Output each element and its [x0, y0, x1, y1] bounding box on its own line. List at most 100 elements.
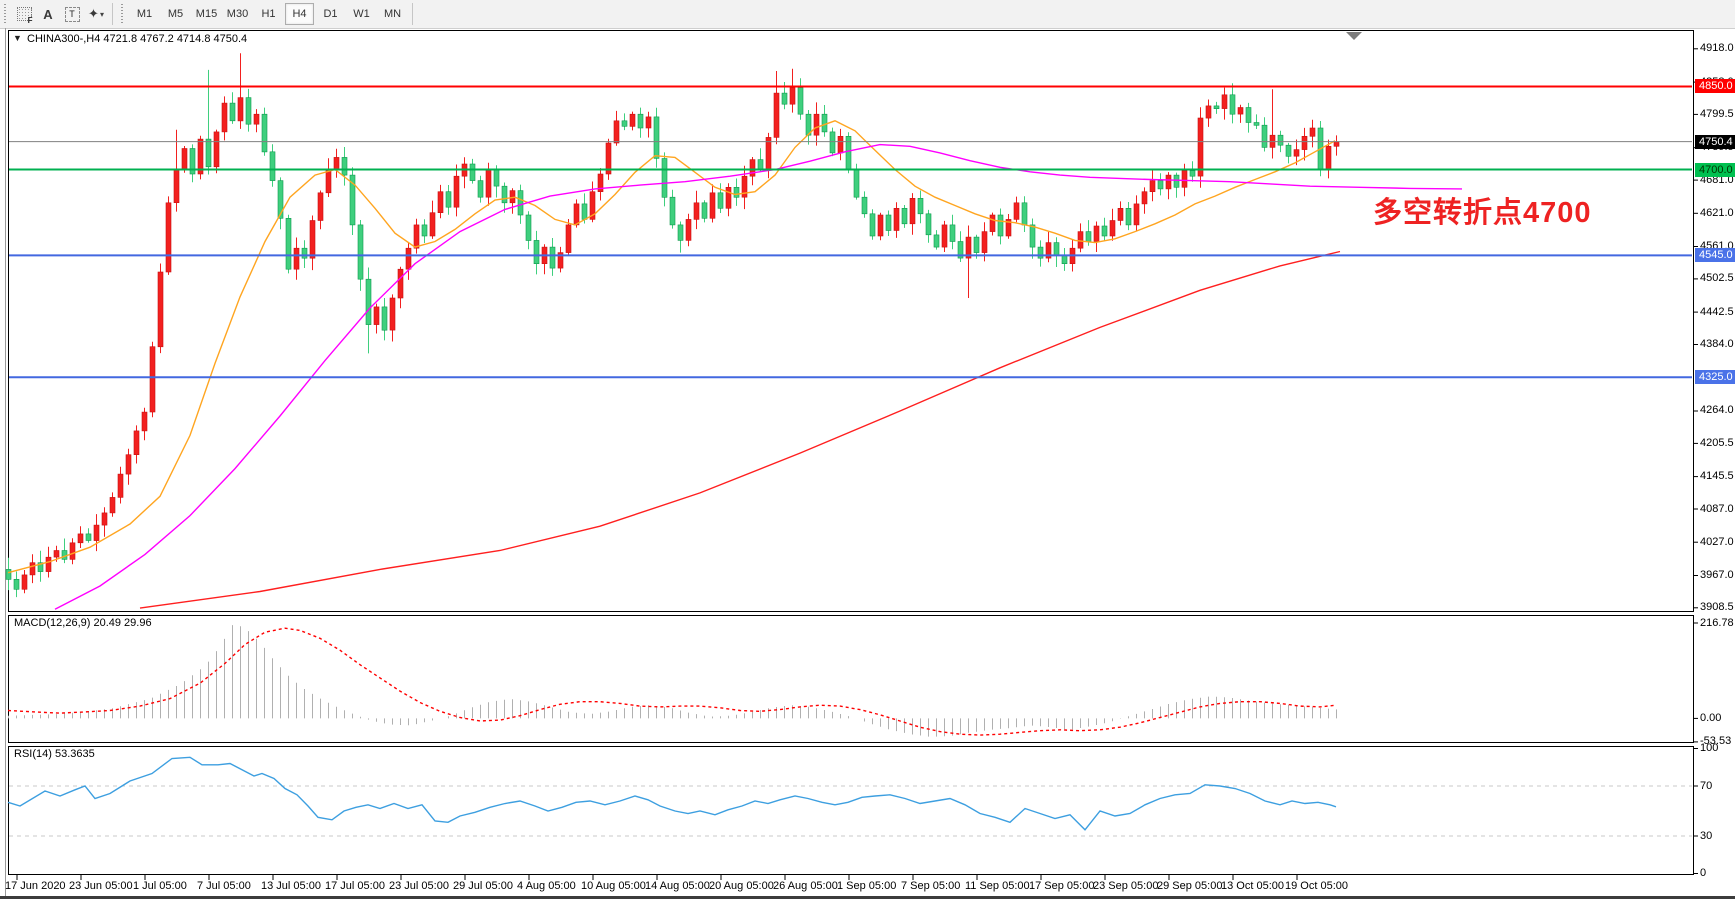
date-axis-label: 17 Jun 2020	[5, 880, 66, 892]
candle-body	[285, 218, 292, 270]
price-badge-4850-0: 4850.0	[1695, 79, 1735, 94]
annotation-note[interactable]: 多空转折点4700	[1373, 197, 1592, 229]
candle-body	[45, 556, 52, 572]
timeframe-button-m5[interactable]: M5	[167, 8, 184, 20]
date-axis-label: 23 Jun 05:00	[69, 880, 133, 892]
candle-body	[885, 214, 892, 231]
cursor-icon[interactable]: A	[43, 6, 53, 22]
candle-body	[1253, 122, 1260, 126]
candle-body	[253, 113, 260, 125]
candle-body	[277, 180, 284, 219]
candle-body	[381, 306, 388, 331]
candle-body	[813, 113, 820, 136]
candle-body	[373, 306, 380, 325]
candle-body	[1221, 94, 1228, 109]
candle-body	[109, 497, 116, 514]
candle-body	[1285, 144, 1292, 157]
candle-body	[77, 533, 84, 544]
candle-body	[557, 252, 564, 269]
candle-body	[581, 203, 588, 220]
candle-body	[213, 131, 220, 168]
candle-body	[317, 192, 324, 221]
timeframe-button-h1[interactable]: H1	[261, 8, 276, 20]
timeframe-button-h4[interactable]: H4	[285, 3, 314, 25]
date-axis-label: 26 Aug 05:00	[773, 880, 838, 892]
candle-body	[157, 271, 164, 348]
timeframe-button-m30[interactable]: M30	[226, 8, 249, 20]
arrows-icon[interactable]: ✦ ▾	[88, 6, 104, 21]
timeframe-button-mn[interactable]: MN	[383, 8, 402, 20]
toolbar-grip[interactable]	[2, 4, 9, 24]
price-axis-label: 4384.0	[1700, 338, 1734, 351]
symbol-dropdown-icon[interactable]: ▼	[13, 33, 22, 43]
candle-body	[1117, 208, 1124, 221]
candle-body	[621, 120, 628, 127]
dropdown-caret-icon[interactable]: ▾	[99, 9, 104, 19]
candle-body	[957, 241, 964, 259]
date-axis-label: 11 Sep 05:00	[965, 880, 1030, 892]
candle-body	[1157, 180, 1164, 190]
candle-body	[1077, 231, 1084, 249]
price-axis-label: 4027.0	[1700, 535, 1734, 548]
candle-body	[1053, 242, 1060, 256]
macd-panel[interactable]	[8, 615, 1694, 743]
ma-mid	[54, 143, 1463, 610]
candle-body	[37, 562, 44, 572]
candle-body	[413, 224, 420, 249]
date-axis-label: 29 Jul 05:00	[453, 880, 513, 892]
toolbar-grip[interactable]	[119, 4, 126, 24]
candle-body	[301, 247, 308, 259]
ma-fast	[7, 120, 1336, 574]
candle-body	[1013, 202, 1020, 220]
chart-shift-marker-icon[interactable]	[1346, 32, 1362, 40]
date-axis-label: 17 Sep 05:00	[1029, 880, 1095, 892]
candle-body	[245, 97, 252, 125]
candle-body	[221, 102, 228, 133]
date-axis-label: 13 Oct 05:00	[1221, 880, 1284, 892]
candle-body	[837, 136, 844, 154]
timeframe-button-m15[interactable]: M15	[195, 8, 218, 20]
grid-f-icon[interactable]: F	[13, 3, 35, 25]
candle-body	[101, 512, 108, 526]
timeframe-button-m1[interactable]: M1	[136, 8, 153, 20]
date-axis-label: 10 Aug 05:00	[581, 880, 646, 892]
macd-indicator-label: MACD(12,26,9) 20.49 29.96	[14, 617, 152, 629]
rsi-panel[interactable]	[8, 746, 1694, 875]
candle-body	[853, 169, 860, 198]
candle-body	[717, 192, 724, 209]
candle-body	[765, 137, 772, 170]
candle-body	[325, 169, 332, 194]
price-axis-label: 3967.0	[1700, 568, 1734, 581]
rsi-axis-label: 70	[1700, 779, 1713, 792]
candle-body	[909, 198, 916, 225]
price-axis-label: 4264.0	[1700, 404, 1734, 417]
main-chart-panel[interactable]	[8, 30, 1694, 612]
candle-body	[685, 219, 692, 241]
candle-body	[525, 214, 532, 241]
candle-body	[1029, 224, 1036, 248]
candle-body	[997, 214, 1004, 237]
macd-signal-line	[7, 627, 1337, 736]
candle-body	[1109, 220, 1116, 237]
candle-body	[1005, 219, 1012, 237]
candle-body	[1061, 255, 1068, 264]
candle-body	[693, 202, 700, 220]
candle-body	[1141, 191, 1148, 205]
candle-body	[1325, 146, 1332, 170]
candle-body	[949, 224, 956, 242]
candle-body	[629, 113, 636, 127]
timeframe-button-d1[interactable]: D1	[323, 8, 338, 20]
candle-body	[1173, 174, 1180, 188]
text-icon[interactable]: T	[61, 3, 83, 25]
timeframe-button-w1[interactable]: W1	[353, 8, 370, 20]
candle-body	[637, 113, 644, 129]
candle-body	[149, 346, 156, 413]
candle-body	[5, 569, 12, 580]
candle-body	[733, 187, 740, 198]
candle-body	[269, 151, 276, 181]
date-axis-label: 23 Jul 05:00	[389, 880, 449, 892]
candle-body	[1245, 107, 1252, 123]
candle-body	[789, 87, 796, 105]
candle-body	[365, 278, 372, 325]
